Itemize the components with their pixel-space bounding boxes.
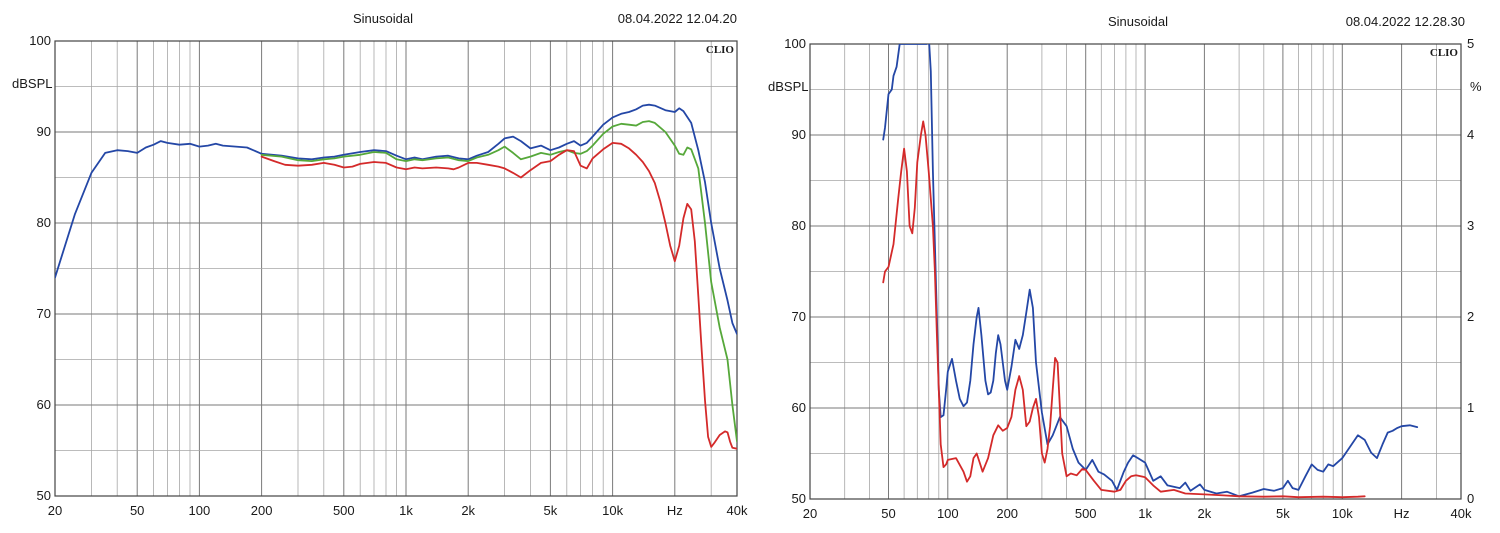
plot-frame — [54, 40, 738, 497]
x-tick-label: 10k — [1332, 506, 1353, 521]
x-tick-label: 500 — [1075, 506, 1097, 521]
y2-tick-label: 3 — [1467, 218, 1474, 233]
y-tick-label: 100 — [784, 36, 806, 51]
y-tick-label: 60 — [792, 400, 806, 415]
timestamp: 08.04.2022 12.04.20 — [618, 11, 737, 26]
brand-label: CLIO — [1430, 47, 1459, 59]
x-tick-label: 100 — [937, 506, 959, 521]
brand-label: CLIO — [706, 44, 735, 56]
y-tick-label: 60 — [37, 397, 51, 412]
y2-tick-label: 4 — [1467, 127, 1474, 142]
y-axis-label: dBSPL — [768, 79, 808, 94]
x-tick-label: 5k — [1276, 506, 1290, 521]
y2-axis-label: % — [1470, 79, 1482, 94]
y-axis-label: dBSPL — [12, 76, 52, 91]
chart-left: 20 50 100 200 500 1k 2k 5k 10k Hz 40k5060708090100… — [12, 11, 748, 518]
x-tick-label: 5k — [544, 503, 558, 518]
x-tick-label: 20 — [803, 506, 817, 521]
x-tick-label: 500 — [333, 503, 355, 518]
grid — [810, 44, 1461, 499]
x-tick-label: 100 — [189, 503, 211, 518]
x-tick-label: 20 — [48, 503, 62, 518]
grid — [55, 41, 737, 496]
x-tick-label: 200 — [251, 503, 273, 518]
x-tick-label: 10k — [602, 503, 623, 518]
x-tick-label: Hz — [667, 503, 683, 518]
y-tick-label: 70 — [37, 306, 51, 321]
y-tick-label: 80 — [792, 218, 806, 233]
x-tick-label: 1k — [399, 503, 413, 518]
x-tick-label: 50 — [130, 503, 144, 518]
y2-tick-label: 0 — [1467, 491, 1474, 506]
y-tick-label: 90 — [792, 127, 806, 142]
series-line-1 — [882, 120, 1366, 499]
y2-tick-label: 1 — [1467, 400, 1474, 415]
y-tick-label: 70 — [792, 309, 806, 324]
x-tick-label: 40k — [727, 503, 748, 518]
series-group — [882, 44, 1419, 499]
series-line-0 — [55, 103, 737, 335]
y-tick-label: 50 — [792, 491, 806, 506]
chart-title: Sinusoidal — [353, 11, 413, 26]
y-tick-label: 100 — [29, 33, 51, 48]
y-tick-label: 80 — [37, 215, 51, 230]
x-tick-label: 50 — [881, 506, 895, 521]
x-tick-label: Hz — [1394, 506, 1410, 521]
plot-frame — [809, 43, 1462, 500]
chart-right: 20 50 100 200 500 1k 2k 5k 10k Hz 40k5060708090100… — [768, 14, 1482, 521]
y2-tick-label: 5 — [1467, 36, 1474, 51]
timestamp: 08.04.2022 12.28.30 — [1346, 14, 1465, 29]
x-tick-label: 1k — [1138, 506, 1152, 521]
x-tick-label: 2k — [1198, 506, 1212, 521]
x-tick-label: 40k — [1451, 506, 1472, 521]
y-tick-label: 90 — [37, 124, 51, 139]
series-group — [55, 103, 737, 450]
chart-title: Sinusoidal — [1108, 14, 1168, 29]
y2-tick-label: 2 — [1467, 309, 1474, 324]
series-line-0 — [882, 44, 1419, 498]
x-tick-label: 200 — [996, 506, 1018, 521]
x-tick-label: 2k — [461, 503, 475, 518]
series-line-2 — [260, 142, 737, 450]
y-tick-label: 50 — [37, 488, 51, 503]
series-line-1 — [260, 120, 737, 443]
